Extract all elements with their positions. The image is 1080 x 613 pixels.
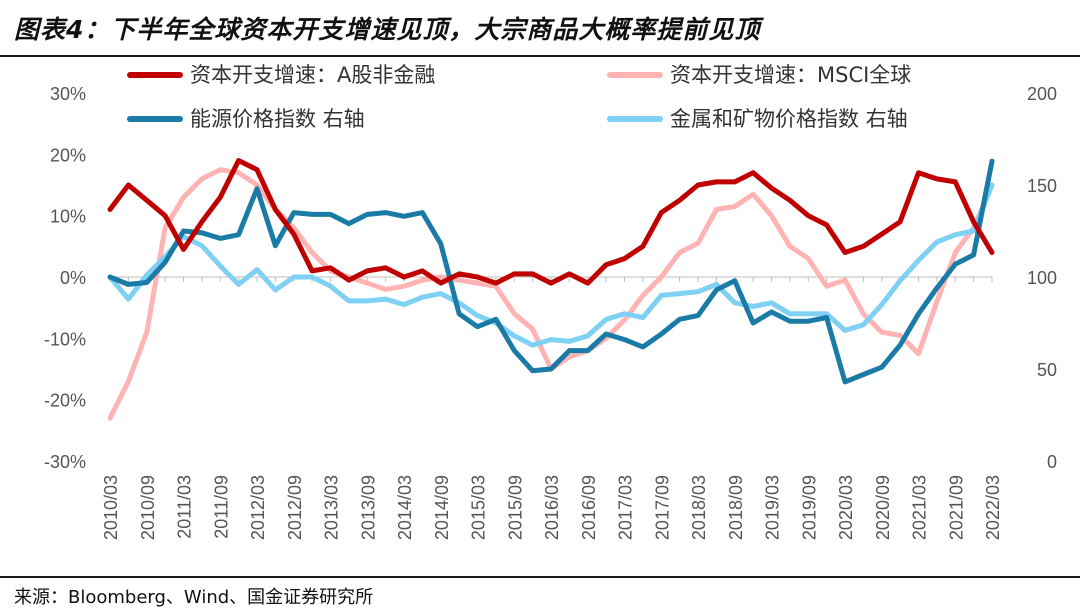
y-right-tick-label: 200 — [1027, 84, 1057, 104]
chart-series — [107, 158, 995, 421]
source-divider — [0, 576, 1080, 578]
x-tick-label: 2022/03 — [983, 475, 1003, 540]
x-tick-label: 2021/03 — [910, 475, 930, 540]
legend-label-3: 金属和矿物价格指数 右轴 — [670, 107, 908, 131]
x-tick-label: 2014/09 — [432, 475, 452, 540]
y-right-tick-label: 100 — [1027, 268, 1057, 288]
x-tick-label: 2014/03 — [395, 475, 415, 540]
y-left-tick-label: 10% — [50, 207, 86, 227]
source-note: 来源：Bloomberg、Wind、国金证券研究所 — [14, 587, 374, 608]
x-tick-label: 2016/09 — [579, 475, 599, 540]
x-tick-label: 2019/09 — [799, 475, 819, 540]
y-left-tick-label: -20% — [44, 391, 86, 411]
chart-axes: -30% -20% -10% 0% 10% 20% 30% 0 50 100 150 200 2010/… — [44, 84, 1057, 540]
x-tick-label: 2016/03 — [542, 475, 562, 540]
x-tick-label: 2015/03 — [469, 475, 489, 540]
series-line-1 — [107, 167, 995, 421]
y-left-tick-label: 0% — [60, 268, 86, 288]
x-tick-label: 2010/03 — [101, 475, 121, 540]
x-tick-label: 2013/03 — [322, 475, 342, 540]
x-tick-label: 2011/09 — [211, 475, 231, 539]
y-right-tick-label: 0 — [1047, 452, 1057, 472]
series-line-3 — [107, 182, 995, 348]
x-tick-label: 2012/09 — [285, 475, 305, 540]
x-tick-label: 2012/03 — [248, 475, 268, 540]
legend-label-1: 资本开支增速：MSCI全球 — [670, 63, 911, 87]
x-tick-label: 2021/09 — [946, 475, 966, 540]
chart-title: 图表4：下半年全球资本开支增速见顶，大宗商品大概率提前见顶 — [14, 15, 761, 44]
series-line-0 — [107, 158, 995, 286]
legend-label-2: 能源价格指数 右轴 — [190, 107, 365, 131]
x-tick-label: 2018/09 — [726, 475, 746, 540]
y-left-tick-label: -30% — [44, 452, 86, 472]
x-tick-label: 2010/09 — [138, 475, 158, 540]
x-tick-label: 2015/09 — [505, 475, 525, 540]
x-tick-label: 2011/03 — [175, 475, 195, 539]
y-right-tick-label: 150 — [1027, 176, 1057, 196]
x-tick-label: 2020/03 — [836, 475, 856, 540]
x-tick-label: 2017/03 — [616, 475, 636, 540]
series-line-2 — [107, 158, 995, 385]
x-tick-label: 2013/09 — [358, 475, 378, 540]
y-left-tick-label: 30% — [50, 84, 86, 104]
x-tick-label: 2019/03 — [763, 475, 783, 540]
y-right-tick-label: 50 — [1037, 360, 1057, 380]
title-divider — [0, 55, 1080, 57]
x-tick-label: 2017/09 — [652, 475, 672, 540]
legend-label-0: 资本开支增速：A股非金融 — [190, 63, 435, 87]
x-tick-label: 2020/09 — [873, 475, 893, 540]
x-tick-label: 2018/03 — [689, 475, 709, 540]
y-left-tick-label: -10% — [44, 329, 86, 349]
y-left-tick-label: 20% — [50, 145, 86, 165]
